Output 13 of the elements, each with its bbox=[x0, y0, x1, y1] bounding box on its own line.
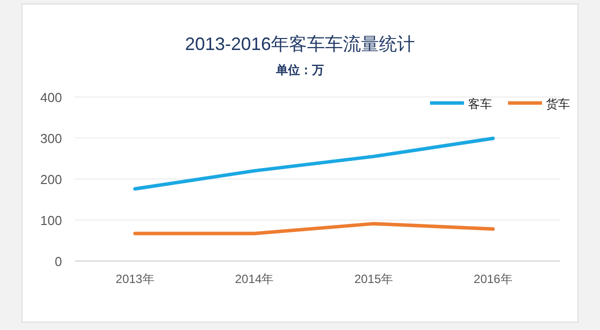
y-tick-label: 300 bbox=[40, 131, 62, 146]
x-tick-label: 2013年 bbox=[116, 272, 154, 286]
x-tick-label: 2015年 bbox=[354, 272, 394, 286]
y-tick-label: 400 bbox=[40, 90, 62, 105]
y-tick-label: 200 bbox=[40, 172, 62, 187]
x-tick-label: 2016年 bbox=[474, 272, 512, 286]
chart-subtitle: 单位：万 bbox=[275, 63, 324, 77]
x-tick-label: 2014年 bbox=[234, 272, 274, 286]
y-tick-label: 0 bbox=[54, 254, 62, 269]
chart-title: 2013-2016年客车车流量统计 bbox=[184, 34, 416, 54]
y-tick-label: 100 bbox=[40, 213, 62, 228]
legend-label: 客车 bbox=[468, 97, 492, 111]
legend-label: 货车 bbox=[546, 97, 570, 111]
